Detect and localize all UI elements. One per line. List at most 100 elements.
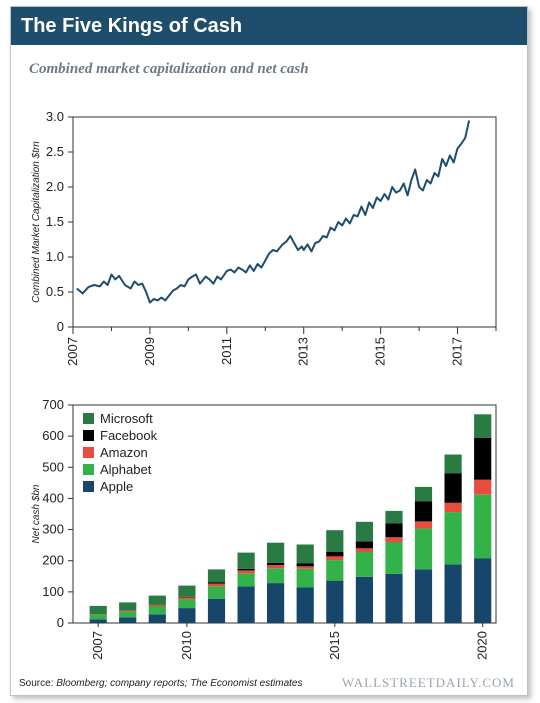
bar-amazon-2010	[178, 597, 196, 600]
y-axis-label: Combined Market Capitalization $trn	[31, 141, 42, 303]
x-tick-label: 2015	[327, 631, 342, 660]
legend-swatch-facebook	[83, 430, 94, 441]
bar-facebook-2018	[414, 501, 433, 522]
publisher-logo: WALLSTREETDAILY.COM	[341, 675, 515, 690]
bar-facebook-2012	[237, 568, 255, 571]
bar-facebook-2017	[385, 523, 403, 538]
bar-alphabet-2016	[355, 552, 373, 577]
legend-swatch-amazon	[83, 447, 94, 458]
bar-alphabet-2007	[89, 614, 107, 620]
plot-frame	[72, 116, 497, 328]
x-tick-label: 2009	[142, 337, 157, 366]
bar-facebook-2015	[326, 552, 344, 557]
bar-alphabet-2014	[296, 568, 314, 588]
y-tick-label: 200	[42, 553, 64, 568]
x-tick-label: 2007	[90, 631, 105, 660]
bar-microsoft-2013	[267, 542, 285, 563]
bar-apple-2011	[207, 598, 226, 623]
bar-alphabet-2008	[119, 611, 137, 618]
header-bar: The Five Kings of Cash	[11, 7, 527, 45]
bar-amazon-2008	[119, 610, 137, 612]
y-tick-label: 0	[57, 615, 64, 630]
bar-amazon-2020	[474, 479, 492, 495]
y-tick-label: 0.5	[46, 284, 64, 299]
bar-amazon-2009	[148, 604, 166, 607]
bar-amazon-2015	[326, 556, 344, 561]
bar-alphabet-2019	[444, 512, 462, 565]
legend-swatch-alphabet	[83, 464, 94, 475]
bar-amazon-2007	[89, 614, 107, 615]
x-tick-label: 2013	[296, 337, 311, 366]
bar-microsoft-2017	[385, 510, 403, 524]
bar-apple-2010	[178, 608, 196, 623]
bar-alphabet-2009	[148, 606, 166, 615]
x-tick-label: 2007	[65, 337, 80, 366]
bar-microsoft-2014	[296, 544, 314, 564]
bar-alphabet-2018	[414, 528, 433, 570]
plot-frame	[72, 404, 497, 624]
bar-facebook-2014	[296, 563, 314, 567]
bar-amazon-2018	[414, 521, 433, 529]
bar-alphabet-2015	[326, 560, 344, 581]
bar-facebook-2020	[474, 437, 492, 480]
legend-label-alphabet: Alphabet	[100, 462, 152, 477]
bar-facebook-2013	[267, 562, 285, 566]
y-tick-label: 0	[57, 319, 64, 334]
bar-apple-2016	[355, 576, 373, 623]
y-tick-label: 100	[42, 584, 64, 599]
bar-facebook-2010	[178, 596, 196, 598]
y-tick-label: 300	[42, 522, 64, 537]
bar-amazon-2014	[296, 566, 314, 569]
bar-microsoft-2011	[207, 569, 226, 583]
legend-label-microsoft: Microsoft	[100, 411, 153, 426]
source-note: Source: Bloomberg; company reports; The …	[19, 678, 302, 689]
bar-microsoft-2012	[237, 552, 255, 569]
y-tick-label: 1.0	[46, 249, 64, 264]
bar-alphabet-2010	[178, 599, 196, 608]
legend-label-apple: Apple	[100, 479, 133, 494]
bar-apple-2007	[89, 619, 107, 623]
bar-apple-2015	[326, 580, 344, 623]
bar-apple-2009	[148, 614, 166, 623]
bar-microsoft-2016	[355, 521, 373, 542]
bar-apple-2018	[414, 569, 433, 623]
bar-apple-2020	[474, 558, 492, 623]
y-tick-label: 600	[42, 428, 64, 443]
y-tick-label: 2.0	[46, 179, 64, 194]
legend-label-amazon: Amazon	[100, 445, 148, 460]
bar-alphabet-2011	[207, 586, 226, 599]
bar-facebook-2016	[355, 541, 373, 549]
bar-apple-2017	[385, 573, 403, 623]
bar-alphabet-2017	[385, 542, 403, 574]
bar-microsoft-2010	[178, 585, 196, 597]
y-tick-label: 2.5	[46, 144, 64, 159]
bar-alphabet-2013	[267, 568, 285, 584]
market-cap-line	[76, 120, 471, 304]
bar-amazon-2011	[207, 583, 226, 587]
y-tick-label: 700	[42, 397, 64, 412]
bar-apple-2012	[237, 586, 255, 623]
x-tick-label: 2020	[475, 631, 490, 660]
y-axis-label: Net cash $bn	[31, 484, 42, 543]
source-text: Bloomberg; company reports; The Economis…	[56, 678, 303, 689]
bar-microsoft-2020	[474, 414, 492, 438]
bar-facebook-2019	[444, 473, 462, 503]
bar-microsoft-2009	[148, 595, 166, 605]
bar-alphabet-2012	[237, 573, 255, 587]
x-tick-label: 2017	[450, 337, 465, 366]
bar-amazon-2012	[237, 570, 255, 574]
bar-apple-2008	[119, 617, 137, 623]
source-label: Source:	[19, 678, 54, 689]
bar-amazon-2019	[444, 502, 462, 513]
bar-microsoft-2019	[444, 454, 462, 474]
net-cash-bar-chart: 0 100 200 300 400 500 600 700 Net cash $bn 2007 20…	[31, 397, 497, 660]
bar-apple-2014	[296, 587, 314, 623]
chart-subtitle: Combined market capitalization and net c…	[29, 61, 309, 77]
bar-microsoft-2018	[414, 486, 433, 502]
legend-swatch-apple	[83, 481, 94, 492]
bar-facebook-2011	[207, 582, 226, 584]
bar-microsoft-2015	[326, 530, 344, 552]
x-tick-label: 2015	[373, 337, 388, 366]
bar-apple-2013	[267, 583, 285, 623]
bar-amazon-2016	[355, 548, 373, 552]
